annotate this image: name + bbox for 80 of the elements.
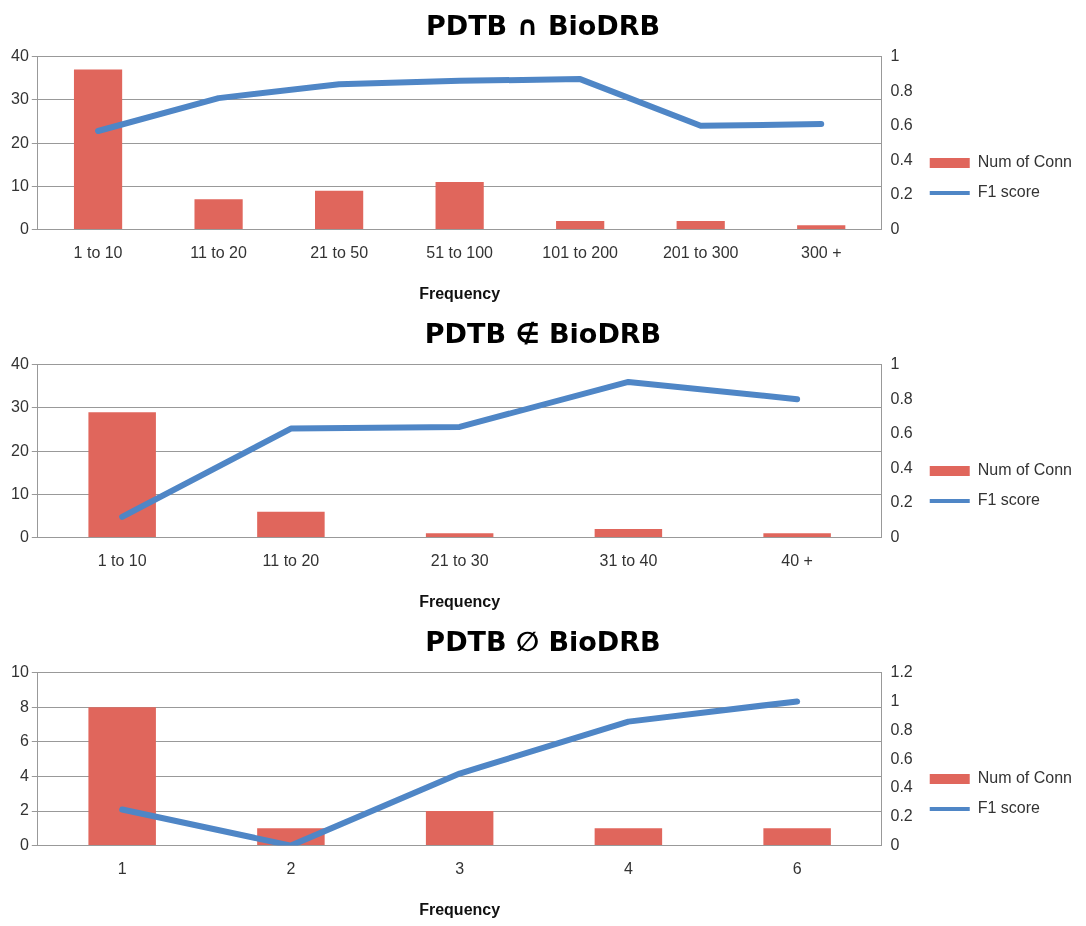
bar bbox=[194, 199, 243, 230]
y2-tick-label: 0.4 bbox=[890, 778, 913, 796]
x-axis-title: Frequency bbox=[419, 900, 501, 918]
chart-title: PDTB ∩ BioDRB bbox=[424, 9, 662, 43]
bar bbox=[556, 220, 605, 230]
y2-tick-label: 0.4 bbox=[890, 150, 913, 168]
y-tick-label: 10 bbox=[11, 176, 29, 194]
x-axis-title: Frequency bbox=[419, 592, 501, 610]
y2-tick-label: 0.2 bbox=[890, 807, 913, 825]
y2-tick-label: 0 bbox=[890, 220, 900, 238]
x-tick-label: 11 to 20 bbox=[262, 551, 320, 569]
x-tick-label: 51 to 100 bbox=[426, 243, 494, 261]
legend-label: F1 score bbox=[977, 183, 1041, 201]
y2-tick-label: 0.6 bbox=[890, 424, 913, 442]
x-tick-label: 21 to 50 bbox=[310, 243, 369, 261]
y2-tick-label: 0.2 bbox=[890, 185, 913, 203]
x-tick-label: 1 bbox=[117, 859, 127, 877]
bar bbox=[257, 511, 325, 538]
x-axis-title: Frequency bbox=[419, 284, 501, 302]
y2-tick-label: 0.8 bbox=[890, 81, 913, 99]
bar bbox=[594, 828, 663, 846]
y-tick-label: 0 bbox=[19, 836, 29, 854]
y2-tick-label: 1 bbox=[890, 47, 900, 65]
x-tick-label: 1 to 10 bbox=[97, 551, 147, 569]
x-tick-label: 40 + bbox=[781, 551, 813, 569]
x-tick-label: 1 to 10 bbox=[73, 243, 123, 261]
bar bbox=[763, 828, 831, 846]
y2-tick-label: 0.8 bbox=[890, 389, 913, 407]
y-tick-label: 6 bbox=[19, 732, 29, 750]
x-tick-label: 31 to 40 bbox=[599, 551, 658, 569]
y2-tick-label: 0.6 bbox=[890, 116, 913, 134]
legend-label: Num of Conn bbox=[977, 769, 1072, 787]
bar bbox=[676, 220, 725, 230]
y-tick-label: 10 bbox=[11, 484, 29, 502]
y-tick-label: 2 bbox=[19, 801, 29, 819]
bar bbox=[88, 707, 156, 846]
bar bbox=[73, 69, 123, 230]
bar bbox=[425, 811, 494, 846]
x-tick-label: 300 + bbox=[800, 243, 842, 261]
y-tick-label: 4 bbox=[19, 766, 29, 784]
legend-label: Num of Conn bbox=[977, 461, 1072, 479]
y2-tick-label: 0.4 bbox=[890, 458, 913, 476]
bar bbox=[594, 528, 663, 538]
y2-tick-label: 1 bbox=[890, 355, 900, 373]
y-tick-label: 0 bbox=[19, 528, 29, 546]
bar bbox=[315, 190, 364, 230]
y-tick-label: 30 bbox=[11, 90, 29, 108]
x-tick-label: 11 to 20 bbox=[190, 243, 248, 261]
x-tick-label: 21 to 30 bbox=[430, 551, 489, 569]
legend-label: F1 score bbox=[977, 799, 1041, 817]
y2-tick-label: 0 bbox=[890, 836, 900, 854]
y-tick-label: 8 bbox=[19, 697, 29, 715]
bar bbox=[797, 225, 846, 230]
x-tick-label: 6 bbox=[792, 859, 802, 877]
legend-label: Num of Conn bbox=[977, 153, 1072, 171]
y-tick-label: 40 bbox=[11, 355, 29, 373]
chart-title: PDTB ∅ BioDRB bbox=[424, 625, 662, 659]
y2-tick-label: 1.2 bbox=[890, 663, 913, 681]
legend-label: F1 score bbox=[977, 491, 1041, 509]
chart-title: PDTB ∉ BioDRB bbox=[423, 317, 663, 351]
x-tick-label: 2 bbox=[286, 859, 296, 877]
y-tick-label: 20 bbox=[11, 441, 29, 459]
y-tick-label: 30 bbox=[11, 398, 29, 416]
x-tick-label: 4 bbox=[623, 859, 633, 877]
y-tick-label: 20 bbox=[11, 133, 29, 151]
y2-tick-label: 0.6 bbox=[890, 749, 913, 767]
bar bbox=[425, 533, 494, 538]
y2-tick-label: 0 bbox=[890, 528, 900, 546]
x-tick-label: 3 bbox=[455, 859, 465, 877]
y-tick-label: 0 bbox=[19, 220, 29, 238]
bar bbox=[435, 182, 484, 230]
y2-tick-label: 0.2 bbox=[890, 493, 913, 511]
y2-tick-label: 0.8 bbox=[890, 720, 913, 738]
bar bbox=[763, 533, 831, 538]
y2-tick-label: 1 bbox=[890, 691, 900, 709]
x-tick-label: 201 to 300 bbox=[662, 243, 739, 261]
y-tick-label: 40 bbox=[11, 47, 29, 65]
bar bbox=[88, 412, 156, 538]
x-tick-label: 101 to 200 bbox=[542, 243, 619, 261]
y-tick-label: 10 bbox=[11, 663, 29, 681]
